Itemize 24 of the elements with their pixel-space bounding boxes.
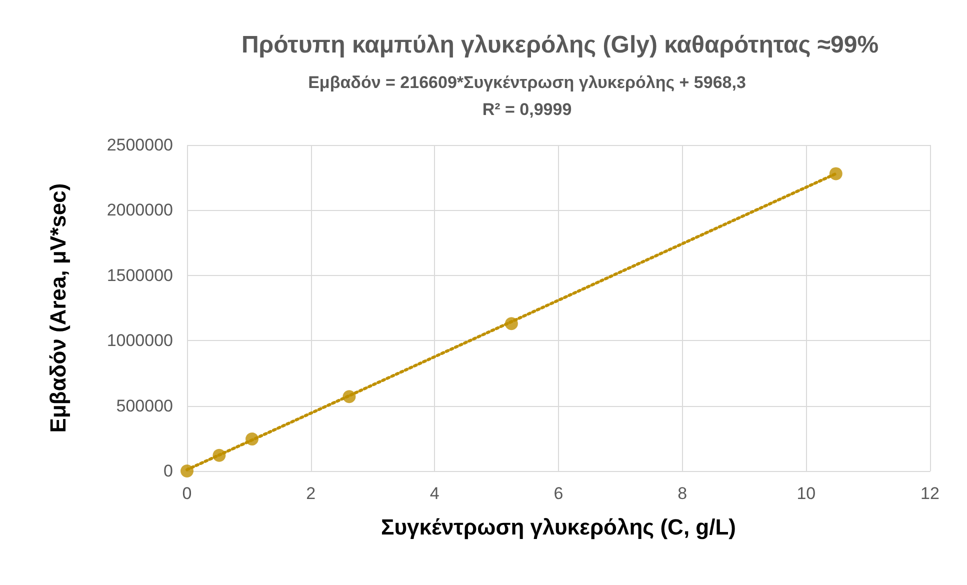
text: Εμβαδόν = 216609*Συγκέντρωση γλυκερόλης + 5968,3 — [308, 73, 746, 92]
y-tick-label: 0 — [164, 462, 173, 480]
x-tick-label: 12 — [920, 484, 940, 503]
x-tick-label: 2 — [306, 484, 316, 503]
text: R² = 0,9999 — [482, 100, 572, 119]
y-tick-label: 1500000 — [106, 266, 173, 285]
x-tick-label: 0 — [182, 484, 192, 503]
x-axis-title: Συγκέντρωση γλυκερόλης (C, g/L) — [381, 514, 736, 540]
x-tick-label: 6 — [554, 484, 564, 503]
y-tick-label: 2000000 — [106, 200, 173, 220]
point — [504, 317, 518, 330]
point — [212, 448, 226, 462]
point — [180, 464, 194, 478]
y-axis-title: Εμβαδόν (Area, μV*sec) — [46, 183, 70, 433]
x-tick-label: 8 — [678, 484, 688, 503]
y-tick-label: 500000 — [116, 396, 173, 416]
point — [829, 167, 842, 180]
chart-title: Πρότυπη καμπύλη γλυκερόλης (Gly) καθαρότητας ≈99% — [241, 32, 879, 58]
y-tick-label: 2500000 — [106, 136, 173, 154]
point — [342, 390, 356, 404]
x-tick-label: 4 — [430, 484, 440, 503]
point — [246, 432, 259, 446]
x-tick-label: 10 — [796, 484, 816, 503]
y-tick-label: 1000000 — [106, 331, 173, 350]
